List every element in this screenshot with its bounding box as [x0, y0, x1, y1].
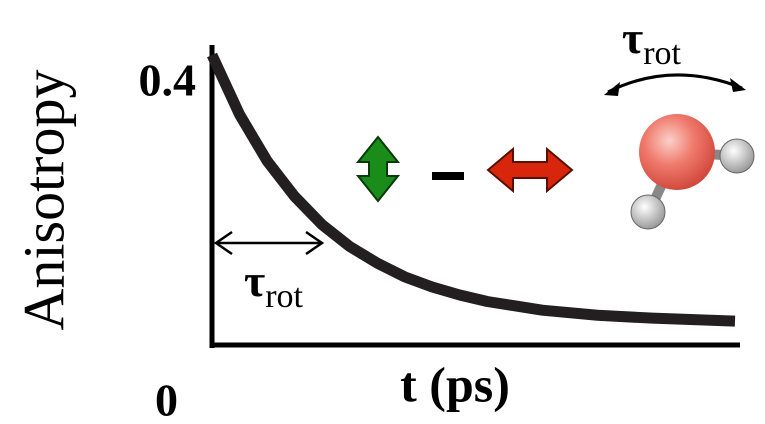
decay-curve — [207, 52, 736, 327]
y-tick-label: 0 — [155, 375, 178, 424]
tau-symbol: τ — [244, 255, 265, 306]
tau-symbol: τ — [622, 12, 643, 63]
tau-subscript: rot — [643, 35, 681, 72]
tau-label: τrot — [622, 12, 682, 72]
y-axis-label: Anisotropy — [11, 70, 76, 331]
tau-subscript: rot — [265, 278, 303, 315]
red-double-arrow — [486, 146, 574, 194]
tau-label: τrot — [244, 255, 304, 315]
tau-arrow-head — [305, 230, 325, 256]
x-axis-label: t (ps) — [400, 356, 510, 412]
minus-sign — [432, 172, 464, 180]
y-tick-label: 0.4 — [139, 55, 197, 106]
green-double-arrow — [355, 135, 401, 203]
water-molecule — [604, 73, 755, 230]
tau-arrow-head — [213, 230, 233, 256]
